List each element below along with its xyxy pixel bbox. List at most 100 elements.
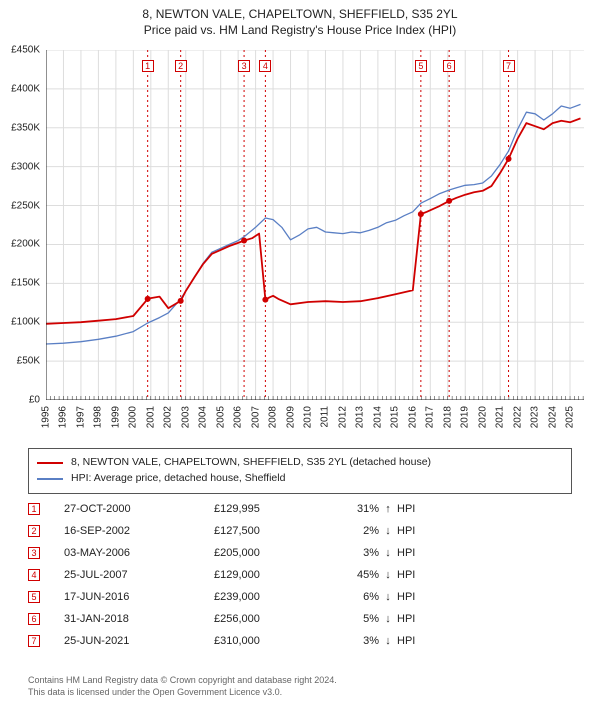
transaction-row: 6 31-JAN-2018£256,0005%↓HPI bbox=[28, 608, 437, 630]
y-axis-label: £0 bbox=[0, 395, 40, 406]
event-marker: 2 bbox=[175, 60, 187, 72]
transaction-row: 425-JUL-2007£129,00045%↓HPI bbox=[28, 564, 437, 586]
transaction-row: 7 25-JUN-2021£310,0003%↓HPI bbox=[28, 630, 437, 652]
x-axis-label: 2012 bbox=[337, 406, 348, 428]
event-marker: 5 bbox=[415, 60, 427, 72]
legend-swatch-property bbox=[37, 462, 63, 464]
transaction-index-box: 3 bbox=[28, 547, 40, 559]
x-axis-label: 2003 bbox=[180, 406, 191, 428]
event-marker: 3 bbox=[238, 60, 250, 72]
arrow-down-icon: ↓ bbox=[379, 547, 397, 559]
legend-label-property: 8, NEWTON VALE, CHAPELTOWN, SHEFFIELD, S… bbox=[71, 455, 431, 471]
x-axis-label: 2005 bbox=[215, 406, 226, 428]
footer-line-1: Contains HM Land Registry data © Crown c… bbox=[28, 674, 337, 686]
transaction-pct: 3% bbox=[324, 635, 379, 647]
x-axis-label: 2015 bbox=[390, 406, 401, 428]
transaction-price: £256,000 bbox=[214, 613, 324, 625]
transaction-date: 25-JUL-2007 bbox=[64, 569, 214, 581]
x-axis-label: 1996 bbox=[58, 406, 69, 428]
legend-row-property: 8, NEWTON VALE, CHAPELTOWN, SHEFFIELD, S… bbox=[37, 455, 563, 471]
transaction-hpi-label: HPI bbox=[397, 635, 437, 647]
transaction-index-box: 7 bbox=[28, 635, 40, 647]
transaction-index-box: 6 bbox=[28, 613, 40, 625]
x-axis-label: 2021 bbox=[495, 406, 506, 428]
transaction-row: 3 03-MAY-2006£205,0003%↓HPI bbox=[28, 542, 437, 564]
transaction-pct: 3% bbox=[324, 547, 379, 559]
y-axis-label: £200K bbox=[0, 239, 40, 250]
transaction-pct: 6% bbox=[324, 591, 379, 603]
transaction-row: 517-JUN-2016£239,0006%↓HPI bbox=[28, 586, 437, 608]
transaction-pct: 2% bbox=[324, 525, 379, 537]
x-axis-label: 1995 bbox=[41, 406, 52, 428]
x-axis-label: 2001 bbox=[145, 406, 156, 428]
event-marker: 1 bbox=[142, 60, 154, 72]
x-axis-label: 2020 bbox=[477, 406, 488, 428]
title-line-1: 8, NEWTON VALE, CHAPELTOWN, SHEFFIELD, S… bbox=[0, 6, 600, 22]
arrow-down-icon: ↓ bbox=[379, 613, 397, 625]
x-axis-label: 2013 bbox=[355, 406, 366, 428]
y-axis-label: £100K bbox=[0, 317, 40, 328]
transaction-price: £310,000 bbox=[214, 635, 324, 647]
event-marker: 6 bbox=[443, 60, 455, 72]
transaction-date: 16-SEP-2002 bbox=[64, 525, 214, 537]
transaction-date: 17-JUN-2016 bbox=[64, 591, 214, 603]
transaction-hpi-label: HPI bbox=[397, 613, 437, 625]
transaction-hpi-label: HPI bbox=[397, 547, 437, 559]
title-line-2: Price paid vs. HM Land Registry's House … bbox=[0, 22, 600, 38]
y-axis-label: £50K bbox=[0, 356, 40, 367]
legend-swatch-hpi bbox=[37, 478, 63, 480]
arrow-down-icon: ↓ bbox=[379, 635, 397, 647]
transaction-index-box: 1 bbox=[28, 503, 40, 515]
legend: 8, NEWTON VALE, CHAPELTOWN, SHEFFIELD, S… bbox=[28, 448, 572, 494]
transaction-price: £205,000 bbox=[214, 547, 324, 559]
y-axis-label: £300K bbox=[0, 161, 40, 172]
transaction-row: 1 27-OCT-2000£129,99531%↑HPI bbox=[28, 498, 437, 520]
transaction-price: £127,500 bbox=[214, 525, 324, 537]
y-axis-label: £250K bbox=[0, 200, 40, 211]
x-axis-label: 2000 bbox=[128, 406, 139, 428]
x-axis-label: 1998 bbox=[93, 406, 104, 428]
y-axis-label: £150K bbox=[0, 278, 40, 289]
transaction-date: 27-OCT-2000 bbox=[64, 503, 214, 515]
x-axis-label: 2017 bbox=[425, 406, 436, 428]
event-marker: 4 bbox=[259, 60, 271, 72]
x-axis-label: 2022 bbox=[512, 406, 523, 428]
y-axis-label: £400K bbox=[0, 83, 40, 94]
x-axis-label: 2024 bbox=[547, 406, 558, 428]
y-axis-label: £350K bbox=[0, 122, 40, 133]
chart-title: 8, NEWTON VALE, CHAPELTOWN, SHEFFIELD, S… bbox=[0, 0, 600, 38]
arrow-down-icon: ↓ bbox=[379, 569, 397, 581]
transaction-hpi-label: HPI bbox=[397, 569, 437, 581]
x-axis-label: 2014 bbox=[372, 406, 383, 428]
x-axis-label: 2004 bbox=[198, 406, 209, 428]
transaction-pct: 5% bbox=[324, 613, 379, 625]
arrow-up-icon: ↑ bbox=[379, 503, 397, 515]
x-axis-label: 2009 bbox=[285, 406, 296, 428]
transaction-hpi-label: HPI bbox=[397, 591, 437, 603]
x-axis-label: 2010 bbox=[303, 406, 314, 428]
arrow-down-icon: ↓ bbox=[379, 591, 397, 603]
transaction-date: 25-JUN-2021 bbox=[64, 635, 214, 647]
legend-row-hpi: HPI: Average price, detached house, Shef… bbox=[37, 471, 563, 487]
transaction-pct: 31% bbox=[324, 503, 379, 515]
transaction-date: 31-JAN-2018 bbox=[64, 613, 214, 625]
arrow-down-icon: ↓ bbox=[379, 525, 397, 537]
x-axis-label: 2025 bbox=[565, 406, 576, 428]
x-axis-label: 2016 bbox=[407, 406, 418, 428]
chart-svg bbox=[46, 50, 584, 400]
transaction-hpi-label: HPI bbox=[397, 503, 437, 515]
transaction-row: 2 16-SEP-2002£127,5002%↓HPI bbox=[28, 520, 437, 542]
x-axis-label: 1997 bbox=[75, 406, 86, 428]
transaction-index-box: 2 bbox=[28, 525, 40, 537]
event-marker: 7 bbox=[503, 60, 515, 72]
transaction-date: 03-MAY-2006 bbox=[64, 547, 214, 559]
x-axis-label: 2007 bbox=[250, 406, 261, 428]
x-axis-label: 1999 bbox=[110, 406, 121, 428]
transaction-hpi-label: HPI bbox=[397, 525, 437, 537]
transaction-price: £129,995 bbox=[214, 503, 324, 515]
transaction-price: £129,000 bbox=[214, 569, 324, 581]
x-axis-label: 2023 bbox=[530, 406, 541, 428]
footer: Contains HM Land Registry data © Crown c… bbox=[28, 674, 337, 698]
x-axis-label: 2011 bbox=[320, 406, 331, 428]
chart-area: £0£50K£100K£150K£200K£250K£300K£350K£400… bbox=[46, 50, 584, 400]
